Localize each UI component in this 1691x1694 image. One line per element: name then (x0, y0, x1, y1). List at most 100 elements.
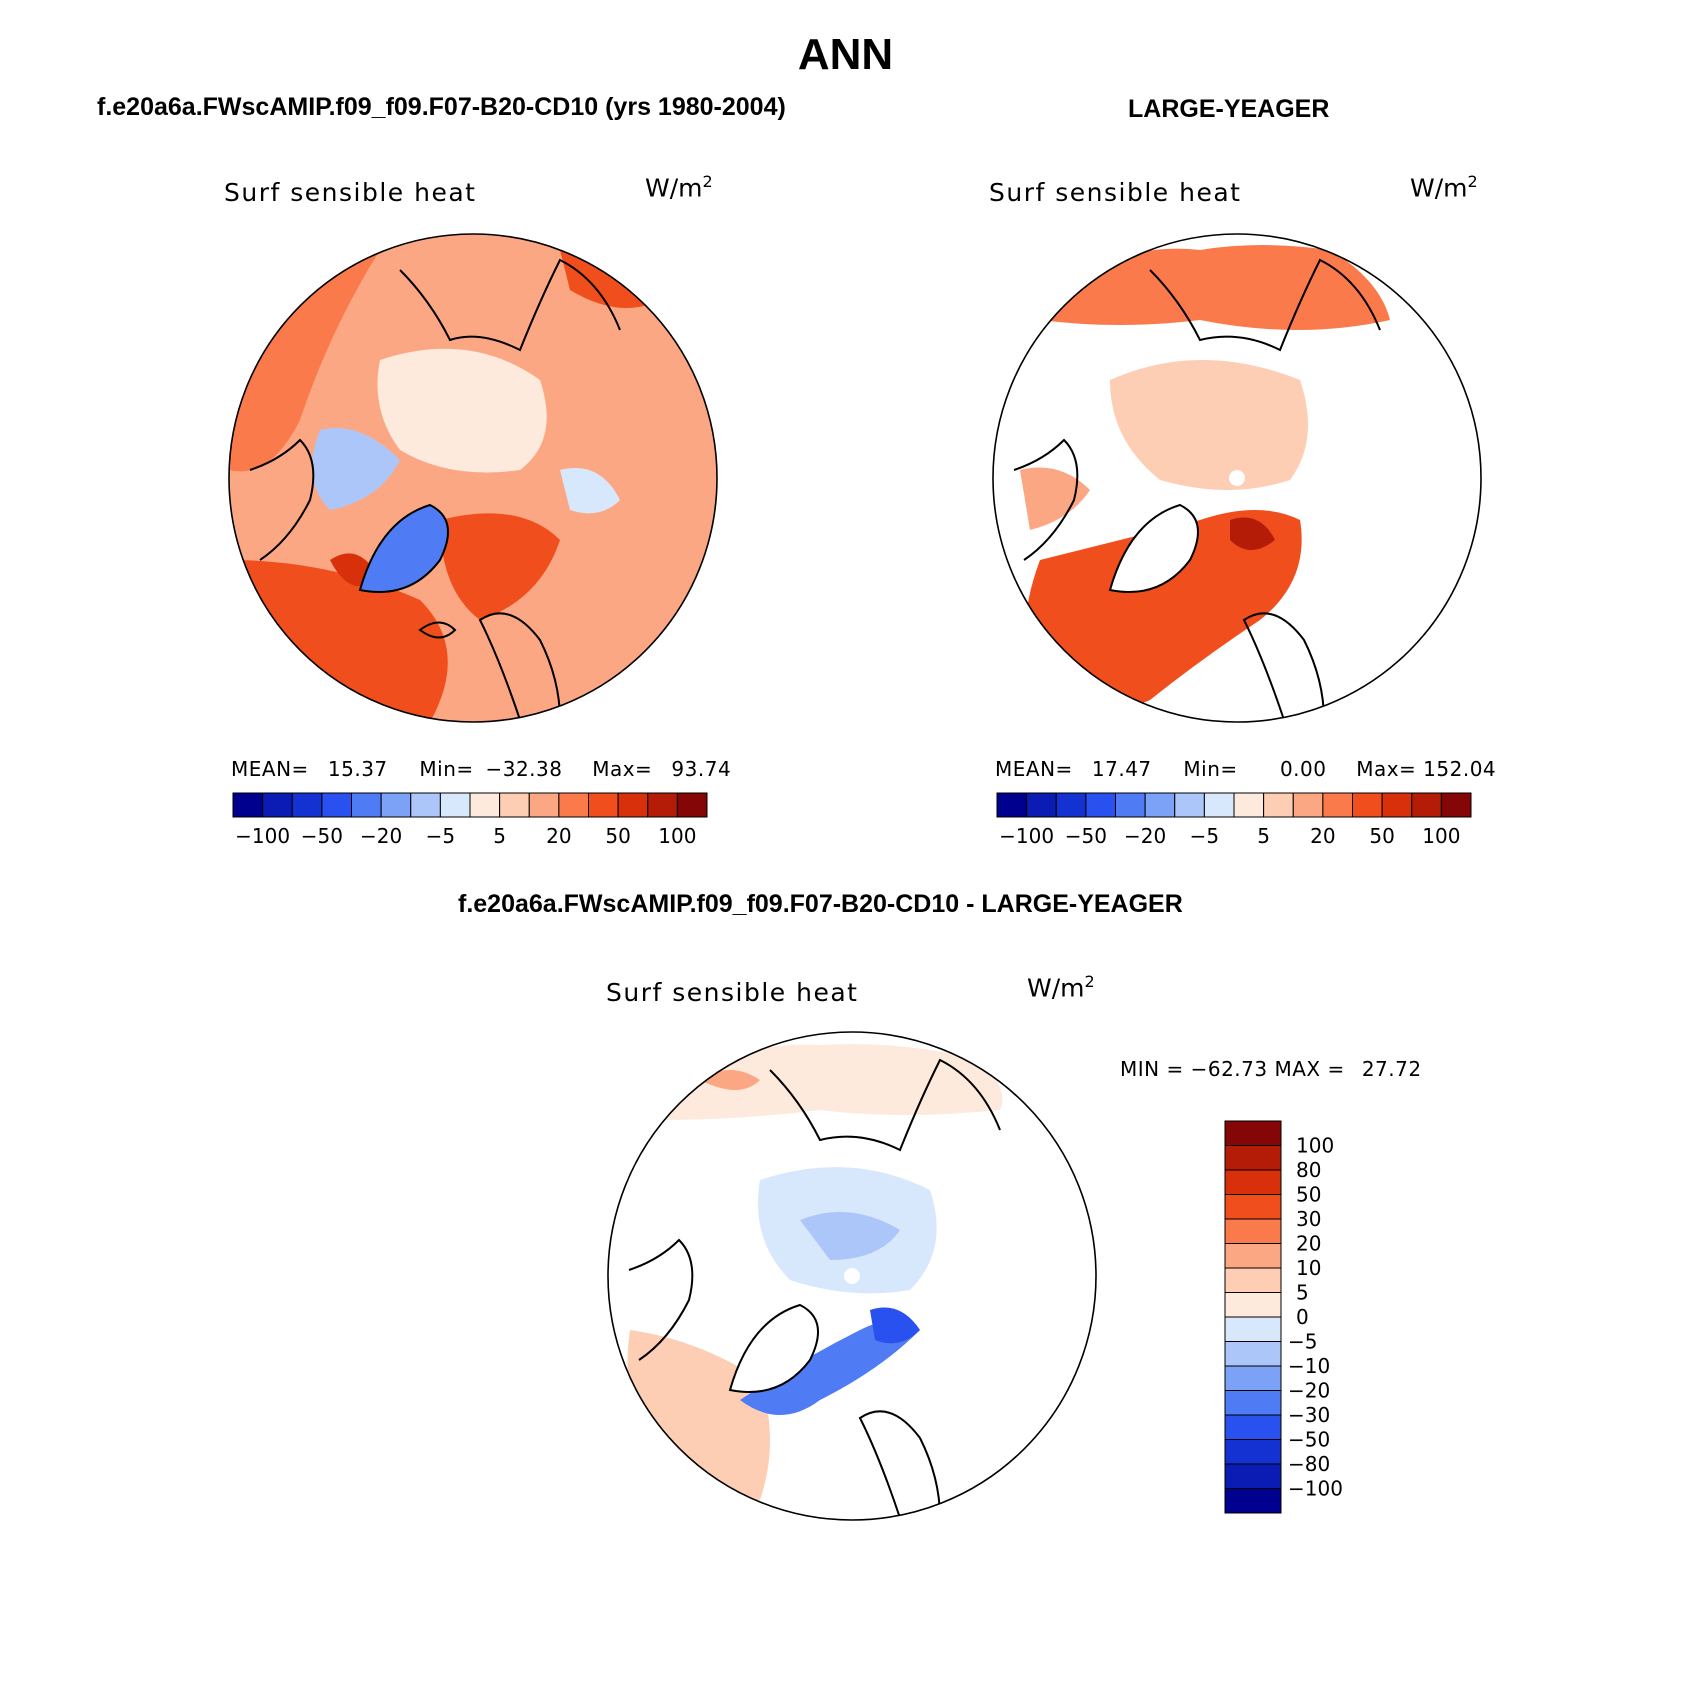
panel-model-colorbar-tick-label: 100 (658, 824, 696, 848)
panel-diff-variable-label: Surf sensible heat (606, 978, 859, 1007)
panel-diff-colorbar-swatch (1224, 1218, 1282, 1244)
panel-obs-colorbar-swatch (1352, 792, 1383, 818)
panel-diff-title: f.e20a6a.FWscAMIP.f09_f09.F07-B20-CD10 -… (458, 890, 1183, 918)
panel-diff-colorbar-swatch (1224, 1316, 1282, 1342)
panel-model-map-border (228, 233, 718, 723)
north-atlantic-region (1025, 510, 1302, 711)
panel-obs-coastlines (1013, 258, 1381, 721)
panel-diff-colorbar-swatch (1224, 1341, 1282, 1367)
panel-obs-colorbar-swatch (1322, 792, 1353, 818)
panel-diff-stats: MIN = −62.73 MAX = 27.72 (1120, 1057, 1422, 1081)
panel-diff-colorbar-tick-label: 5 (1296, 1281, 1309, 1305)
panel-obs-colorbar-swatch (1174, 792, 1205, 818)
panel-model-colorbar-tick-label: −5 (426, 824, 455, 848)
panel-obs-colorbar-swatch (1203, 792, 1235, 818)
panel-obs-colorbar-tick-label: 20 (1310, 824, 1335, 848)
panel-diff-colorbar-swatch (1224, 1463, 1282, 1489)
alaska-shelf-region (1020, 467, 1090, 530)
panel-diff-colorbar-tick-label: 30 (1296, 1207, 1321, 1231)
panel-model-colorbar-swatch (588, 792, 619, 818)
panel-diff-colorbar-swatch (1224, 1194, 1282, 1220)
panel-model-colorbar-swatch (499, 792, 530, 818)
panel-obs-colorbar-swatch (1381, 792, 1413, 818)
panel-diff-colorbar-swatch (1224, 1390, 1282, 1416)
panel-obs-colorbar-swatch (1292, 792, 1324, 818)
main-title: ANN (797, 30, 894, 79)
panel-diff-coastlines (628, 1058, 1001, 1519)
panel-diff-colorbar-swatch (1224, 1120, 1282, 1146)
panel-model-colorbar-svg: −100 −50 −20 −5 5 20 50 100 (232, 792, 708, 848)
panel-diff-colorbar-swatch (1224, 1365, 1282, 1391)
panel-model-colorbar-tick-label: −20 (360, 824, 402, 848)
panel-diff-colorbar-tick-label: −5 (1288, 1330, 1317, 1354)
panel-diff-colorbar-tick-label: 20 (1296, 1232, 1321, 1256)
panel-model-colorbar-swatch (410, 792, 441, 818)
panel-model-colorbar-tick-label: −50 (301, 824, 343, 848)
panel-obs-colorbar-tick-label: −50 (1065, 824, 1107, 848)
canadian-archipelago-region (312, 428, 400, 510)
panel-diff-colorbar-swatch (1224, 1169, 1282, 1195)
greenland-region (1110, 505, 1198, 592)
panel-diff-colorbar-tick-label: 10 (1296, 1256, 1321, 1280)
panel-diff-colorbar-tick-label: 50 (1296, 1183, 1321, 1207)
panel-diff-colorbar-tick-label: 100 (1296, 1134, 1334, 1158)
panel-diff-colorbar-tick-label: −20 (1288, 1379, 1330, 1403)
panel-model-colorbar-tick-label: 20 (546, 824, 571, 848)
panel-obs-colorbar-tick-label: 5 (1257, 824, 1270, 848)
panel-diff-colorbar-swatch (1224, 1414, 1282, 1440)
north-pacific-region (1040, 245, 1390, 330)
panel-model-colorbar-tick-label: 50 (605, 824, 630, 848)
barents-hotspot-region (1230, 517, 1275, 550)
siberian-shelf-region (560, 468, 620, 514)
panel-diff-colorbar-swatch (1224, 1243, 1282, 1269)
panel-diff-colorbar-tick-label: 0 (1296, 1305, 1309, 1329)
panel-obs-colorbar-tick-label: 50 (1369, 824, 1394, 848)
arctic-ocean-region (377, 348, 547, 473)
panel-diff-colorbar-swatch (1224, 1439, 1282, 1465)
panel-model-units: W/m2 (645, 172, 713, 203)
panel-diff-map-border (607, 1031, 1097, 1521)
pole-hole (844, 1268, 860, 1284)
panel-model-colorbar-swatch (321, 792, 352, 818)
panel-model-colorbar-swatch (262, 792, 293, 818)
panel-model-coastlines (249, 258, 621, 721)
panel-obs-colorbar-tick-label: −20 (1124, 824, 1166, 848)
panel-model-colorbar-swatch (380, 792, 412, 818)
panel-obs-variable-label: Surf sensible heat (989, 178, 1242, 207)
panel-obs-colorbar-swatch (1026, 792, 1057, 818)
panel-model-colorbar-swatch (647, 792, 678, 818)
panel-obs-units: W/m2 (1410, 172, 1478, 203)
panel-obs-title: LARGE-YEAGER (1128, 95, 1330, 123)
panel-diff-colorbar-swatch (1224, 1267, 1282, 1293)
panel-obs-colorbar-swatch (1440, 792, 1472, 818)
arctic-ocean-region (1110, 360, 1308, 490)
panel-model-map (229, 234, 717, 722)
panel-model-colorbar-tick-label: −100 (235, 824, 290, 848)
panel-model-colorbar-swatch (528, 792, 560, 818)
barents-cool-region (870, 1307, 920, 1344)
panel-model-colorbar-swatch (558, 792, 589, 818)
panel-obs-map (993, 234, 1481, 722)
greenland-region (730, 1305, 818, 1392)
panel-model-colorbar-tick-label: 5 (493, 824, 506, 848)
panel-obs-colorbar-swatch (1085, 792, 1116, 818)
gulf-stream-cool-region (740, 1320, 920, 1415)
panel-model-colorbar: −100 −50 −20 −5 5 20 50 100 (232, 792, 708, 857)
panel-model-colorbar-swatch (232, 792, 264, 818)
panel-obs-colorbar-tick-label: 100 (1422, 824, 1460, 848)
panel-diff-colorbar-tick-label: −80 (1288, 1452, 1330, 1476)
panel-model-colorbar-swatch (291, 792, 323, 818)
panel-obs-map-border (992, 233, 1482, 723)
panel-model-colorbar-swatch (439, 792, 471, 818)
panel-diff-units: W/m2 (1027, 972, 1095, 1003)
panel-diff-colorbar: 100 80 50 30 20 10 5 0 −5 −10 −20 −30 −50 −80 −100 (1224, 1120, 1364, 1521)
panel-obs-colorbar-tick-label: −100 (999, 824, 1054, 848)
pole-hole (1229, 470, 1245, 486)
panel-model-colorbar-swatch (351, 792, 382, 818)
panel-model-colorbar-swatch (676, 792, 708, 818)
norwegian-sea-region (440, 513, 560, 620)
panel-diff-colorbar-swatch (1224, 1292, 1282, 1318)
panel-diff-colorbar-tick-label: −50 (1288, 1428, 1330, 1452)
